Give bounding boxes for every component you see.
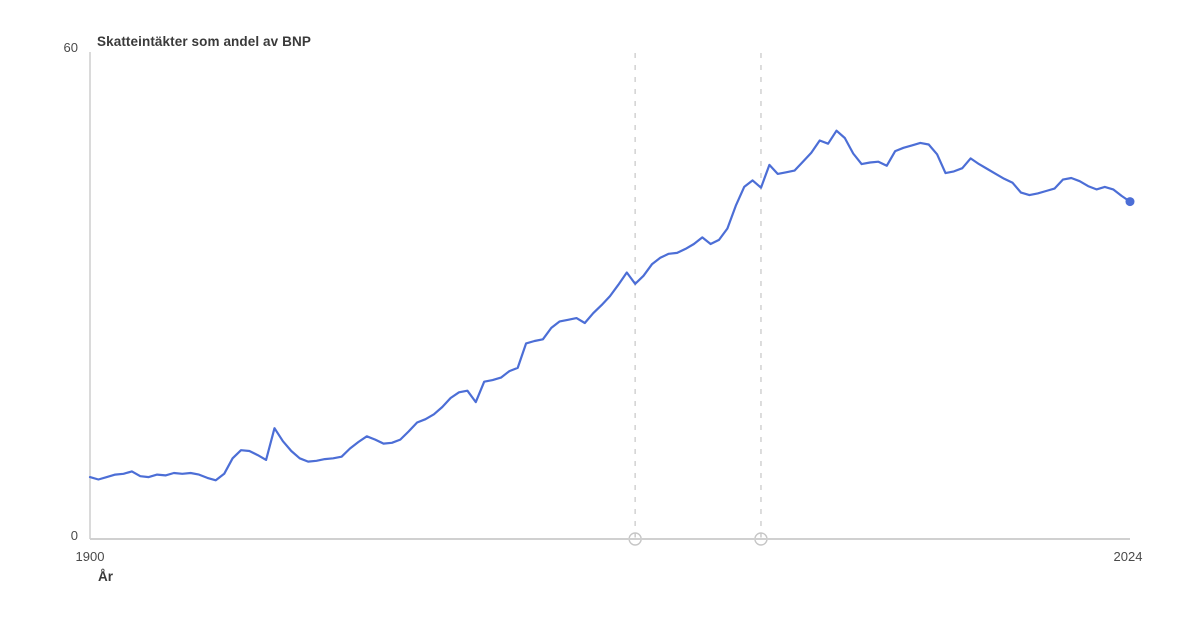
x-axis-end-label: 2024	[1113, 549, 1143, 564]
x-axis-title: År	[98, 569, 114, 584]
y-axis-max-label: 60	[63, 40, 78, 55]
chart-title: Skatteintäkter som andel av BNP	[97, 34, 311, 49]
series-line	[88, 129, 1132, 482]
y-axis-min-label: 0	[70, 528, 78, 543]
x-axis-start-label: 1900	[75, 549, 105, 564]
series-end-dot	[1125, 197, 1135, 207]
